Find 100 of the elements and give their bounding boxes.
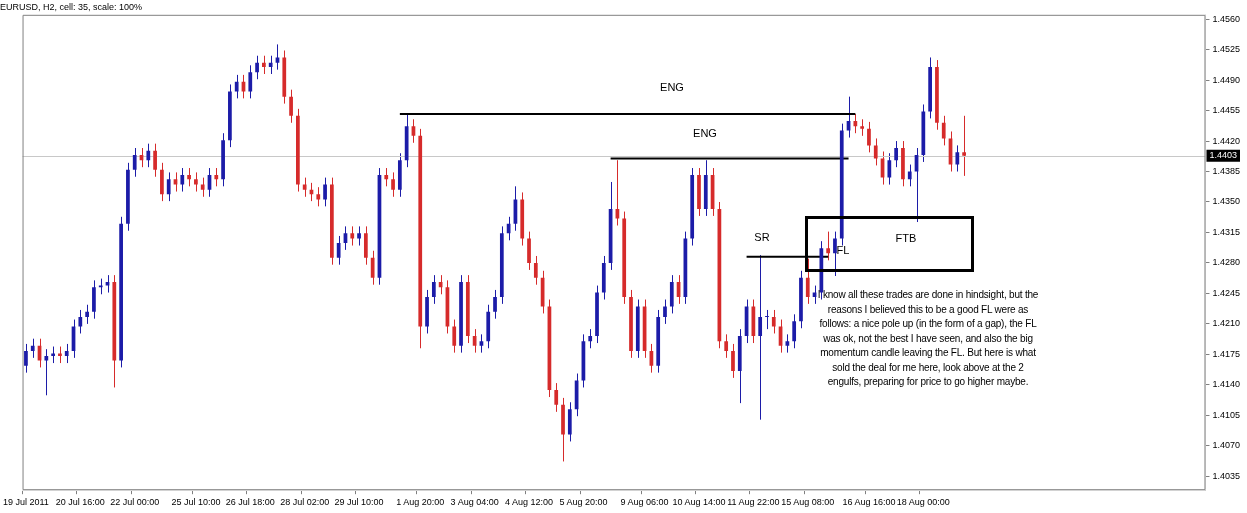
candlestick [262, 55, 266, 75]
x-tick-label: 1 Aug 20:00 [396, 497, 445, 508]
y-tick-label: 1.4280 [1212, 257, 1240, 268]
candlestick [452, 319, 457, 354]
x-tick-label: 19 Jul 2011 [3, 497, 49, 508]
candlestick [357, 225, 361, 247]
y-tick-label: 1.4245 [1212, 287, 1240, 298]
y-tick-label: 1.4490 [1212, 74, 1240, 85]
candlestick [370, 250, 375, 286]
candlestick [887, 152, 892, 186]
x-tick-label: 18 Aug 00:00 [896, 497, 950, 508]
y-tick-label: 1.4455 [1212, 105, 1240, 116]
x-tick-label: 22 Jul 00:00 [110, 497, 160, 508]
candlestick [153, 143, 157, 178]
candlestick [438, 274, 443, 295]
candlestick [166, 171, 171, 202]
x-tick-label: 3 Aug 04:00 [450, 497, 499, 508]
candlestick [955, 144, 960, 173]
y-tick-label: 1.4420 [1212, 135, 1240, 146]
candlestick [472, 328, 477, 354]
candlestick [853, 113, 858, 134]
candlestick [350, 225, 355, 247]
candlestick [132, 147, 137, 178]
candlestick [833, 231, 837, 277]
candlestick [554, 382, 559, 413]
x-tick-label: 16 Aug 16:00 [842, 497, 896, 508]
candlestick [302, 177, 307, 198]
candlestick [765, 309, 769, 330]
candlestick [533, 255, 538, 286]
x-tick-label: 26 Jul 18:00 [225, 497, 275, 508]
y-tick-label: 1.4525 [1212, 44, 1240, 55]
y-tick-label: 1.4105 [1212, 409, 1240, 420]
y-tick-label: 1.4385 [1212, 166, 1240, 177]
candlestick [588, 328, 593, 349]
ref-line-label: 1.4403 [1209, 150, 1237, 161]
annotation: ENG [693, 127, 717, 139]
annotation: SR [754, 231, 770, 243]
candlestick [200, 177, 205, 198]
x-tick-label: 4 Aug 12:00 [505, 497, 554, 508]
candlestick [894, 140, 899, 168]
y-tick-label: 1.4315 [1212, 226, 1240, 237]
x-tick-label: 5 Aug 20:00 [559, 497, 608, 508]
candlestick [873, 137, 878, 166]
candlestick [173, 171, 178, 193]
y-tick-label: 1.4070 [1212, 440, 1240, 451]
x-tick-label: 11 Aug 22:00 [727, 497, 780, 508]
candlestick [758, 254, 763, 421]
candlestick [792, 313, 797, 349]
x-tick-label: 25 Jul 10:00 [171, 497, 221, 508]
x-tick-label: 9 Aug 06:00 [620, 497, 669, 508]
candlestick [941, 115, 946, 146]
candlestick [907, 164, 912, 187]
candlestick [479, 333, 484, 354]
candlestick [336, 235, 341, 266]
annotation: FTB [895, 232, 917, 244]
candlestick [194, 171, 198, 193]
candlestick [785, 333, 790, 354]
x-tick-label: 29 Jul 10:00 [334, 497, 384, 508]
y-tick-label: 1.4140 [1212, 379, 1240, 390]
candlestick [962, 115, 966, 177]
candlestick [180, 167, 185, 193]
candlestick [214, 167, 219, 187]
candlestick [275, 43, 280, 71]
candlestick [493, 289, 497, 320]
candlestick [724, 333, 729, 359]
annotation: I know all these trades are done in hindsight, but the reasons I believed this to be a good FL were as follows: a nice pole up (in the form of a gap), the FL was ok, not the best I have seen, and also the big momentum candle leaving the FL. But here is what sold the deal for me here, look above at the 2 engulfs, preparing for price to go higher maybe. [817, 288, 1039, 389]
x-tick-label: 15 Aug 08:00 [781, 497, 835, 508]
x-tick-label: 10 Aug 14:00 [672, 497, 726, 508]
annotation: ENG [660, 81, 684, 93]
candlestick [384, 167, 389, 187]
candlestick [44, 348, 49, 396]
y-tick-label: 1.4560 [1212, 13, 1240, 24]
y-tick-label: 1.4350 [1212, 196, 1240, 207]
candlestick [771, 309, 776, 334]
x-tick-label: 28 Jul 02:00 [280, 497, 330, 508]
y-tick-label: 1.4035 [1212, 470, 1240, 481]
candlestick [234, 74, 239, 99]
candlestick [64, 343, 69, 364]
candlestick [826, 231, 831, 261]
candlestick [248, 64, 253, 99]
y-tick-label: 1.4175 [1212, 348, 1240, 359]
candlestick [85, 304, 89, 325]
candlestick [255, 55, 259, 80]
candlestick [187, 167, 191, 187]
y-tick-label: 1.4210 [1212, 318, 1240, 329]
candlestick [30, 338, 35, 359]
candlestick [268, 55, 273, 75]
x-tick-label: 20 Jul 16:00 [55, 497, 105, 508]
chart-title: EURUSD, H2, cell: 35, scale: 100% [0, 1, 143, 12]
candlestick [146, 143, 151, 168]
candlestick [867, 121, 871, 153]
candlestick [431, 274, 436, 305]
candlestick [289, 89, 293, 124]
annotation: FL [836, 244, 850, 256]
candlestick [316, 186, 321, 207]
candlestick [731, 343, 735, 379]
candlestick [805, 258, 810, 305]
candlestick [323, 177, 327, 207]
candlestick [663, 299, 667, 325]
candlestick [391, 171, 395, 198]
